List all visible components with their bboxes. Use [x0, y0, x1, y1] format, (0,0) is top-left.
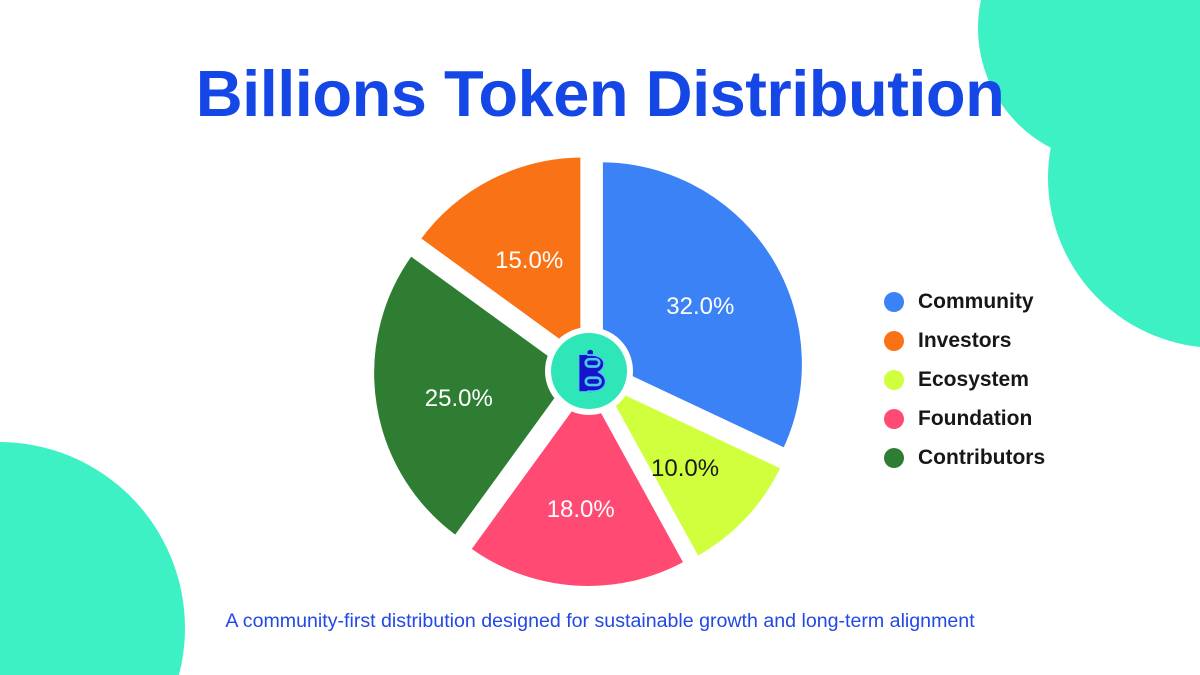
svg-text:10.0%: 10.0%: [651, 455, 719, 482]
svg-text:25.0%: 25.0%: [425, 385, 493, 412]
svg-text:32.0%: 32.0%: [666, 293, 734, 320]
svg-text:18.0%: 18.0%: [547, 496, 615, 523]
svg-text:15.0%: 15.0%: [495, 247, 563, 274]
